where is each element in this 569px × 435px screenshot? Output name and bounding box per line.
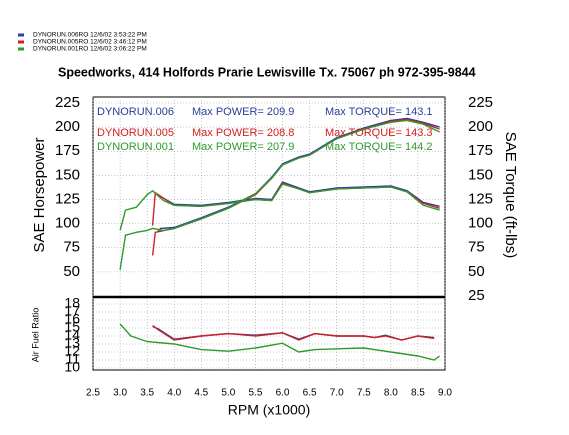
y2-tick-label: 175 — [468, 142, 493, 159]
hp-line — [119, 119, 440, 271]
x-tick-label: 6.5 — [303, 388, 317, 399]
x-tick-label: 5.0 — [221, 388, 235, 399]
x-tick-label: 4.5 — [194, 388, 208, 399]
annotation: DYNORUN.006 — [97, 106, 174, 118]
x-tick-label: 5.5 — [249, 388, 263, 399]
hp-line — [157, 117, 440, 232]
y-axis-label: SAE Horsepower — [31, 137, 48, 252]
x-tick-label: 6.0 — [276, 388, 290, 399]
legend-label: DYNORUN.001RO 12/6/02 3:06:22 PM — [33, 46, 147, 53]
y-tick-label: 10 — [64, 359, 80, 375]
y2-axis-label: SAE Torque (ft-lbs) — [502, 132, 519, 258]
y-tick-label: 50 — [63, 263, 80, 280]
annotation: Max TORQUE= 143.1 — [325, 106, 433, 118]
annotation: Max TORQUE= 143.3 — [325, 127, 433, 139]
annotation: Max TORQUE= 144.2 — [325, 141, 433, 153]
y-tick-label: 18 — [64, 295, 80, 311]
x-tick-label: 4.0 — [167, 388, 181, 399]
hp-line — [119, 323, 441, 361]
y-tick-label: 16 — [64, 311, 80, 327]
y2-tick-label: 75 — [468, 239, 485, 256]
annotation: DYNORUN.001 — [97, 141, 174, 153]
annotation: Max POWER= 207.9 — [192, 141, 294, 153]
y2-tick-label: 150 — [468, 166, 493, 183]
y2-tick-label: 225 — [468, 94, 493, 111]
legend-swatch — [18, 33, 24, 37]
x-tick-label: 9.0 — [438, 388, 452, 399]
x-tick-label: 7.0 — [330, 388, 344, 399]
y-tick-label: 150 — [55, 166, 80, 183]
y-tick-label: 15 — [64, 319, 80, 335]
y-tick-label: 11 — [65, 351, 80, 367]
y-tick-label: 100 — [55, 215, 80, 232]
x-tick-label: 3.5 — [140, 388, 154, 399]
y-tick-label: 125 — [55, 190, 80, 207]
y-tick-label: 13 — [64, 335, 80, 351]
y-tick-label: 75 — [63, 239, 80, 256]
annotation: DYNORUN.005 — [97, 127, 174, 139]
y2-tick-label: 25 — [468, 287, 485, 304]
y2-tick-label: 125 — [468, 190, 493, 207]
y-tick-label: 17 — [64, 303, 80, 319]
x-tick-label: 8.0 — [384, 388, 398, 399]
x-tick-label: 8.5 — [411, 388, 425, 399]
y2-tick-label: 200 — [468, 118, 493, 135]
x-tick-label: 2.5 — [86, 388, 100, 399]
legend-swatch — [18, 47, 24, 51]
y-tick-label: 12 — [64, 343, 80, 359]
y2-tick-label: 50 — [468, 263, 485, 280]
x-tick-label: 7.5 — [357, 388, 371, 399]
legend-label: DYNORUN.005RO 12/6/02 3:46:12 PM — [33, 39, 147, 46]
y-tick-label: 225 — [55, 94, 80, 111]
annotation: Max POWER= 208.8 — [192, 127, 294, 139]
hp-line — [152, 325, 435, 341]
legend-swatch — [18, 40, 24, 44]
y-tick-label: 175 — [55, 142, 80, 159]
y-axis-label: Air Fuel Ratio — [30, 308, 40, 363]
y-tick-label: 200 — [55, 118, 80, 135]
legend-label: DYNORUN.006RO 12/6/02 3:53:22 PM — [33, 32, 147, 39]
y2-tick-label: 100 — [468, 215, 493, 232]
torque-line — [157, 181, 440, 207]
torque-line — [119, 183, 440, 231]
x-axis-label: RPM (x1000) — [228, 402, 310, 418]
x-tick-label: 3.0 — [113, 388, 127, 399]
chart-title: Speedworks, 414 Holfords Prarie Lewisvil… — [58, 65, 476, 79]
y-tick-label: 14 — [64, 327, 80, 343]
plot-frame — [92, 96, 446, 371]
annotation: Max POWER= 209.9 — [192, 106, 294, 118]
